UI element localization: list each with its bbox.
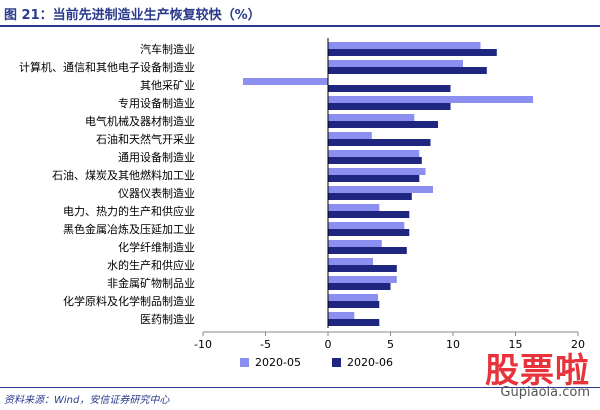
x-tick-label: 5 (387, 338, 394, 351)
bar-2020-05-12 (328, 258, 373, 265)
category-label: 仪器仪表制造业 (118, 186, 195, 200)
bar-2020-05-14 (328, 294, 378, 301)
bar-2020-05-0 (328, 42, 481, 49)
x-tick-label: 0 (325, 338, 332, 351)
watermark-text-en: Gupiaola.com (500, 385, 590, 400)
category-label: 电力、热力的生产和供应业 (63, 204, 195, 218)
bar-2020-06-2 (328, 85, 451, 92)
bar-2020-06-15 (328, 319, 380, 326)
source-note: 资料来源：Wind，安信证券研究中心 (4, 395, 170, 406)
category-label: 医药制造业 (140, 312, 195, 326)
x-tick-label: 15 (509, 338, 523, 351)
category-label: 石油、煤炭及其他燃料加工业 (52, 168, 195, 182)
footer-divider (0, 387, 600, 388)
category-label: 黑色金属冶炼及压延加工业 (63, 222, 195, 236)
bar-2020-06-7 (328, 175, 420, 182)
bar-2020-06-12 (328, 265, 397, 272)
bar-2020-06-14 (328, 301, 380, 308)
bar-2020-05-1 (328, 60, 463, 67)
category-label: 化学纤维制造业 (118, 240, 195, 254)
category-label: 非金属矿物制品业 (107, 276, 195, 290)
category-label: 电气机械及器材制造业 (85, 114, 195, 128)
bar-2020-06-4 (328, 121, 438, 128)
bar-2020-05-13 (328, 276, 397, 283)
category-label: 专用设备制造业 (118, 96, 195, 110)
category-label: 其他采矿业 (140, 79, 195, 92)
bar-2020-06-0 (328, 49, 497, 56)
bar-2020-05-2 (243, 78, 328, 85)
bar-2020-05-6 (328, 150, 420, 157)
figure-title: 图 21：当前先进制造业生产恢复较快（%） (4, 8, 261, 23)
bar-2020-05-5 (328, 132, 372, 139)
x-tick-label: -5 (260, 338, 271, 351)
watermark-text-cn: 股票啦 (485, 351, 590, 391)
bar-2020-06-6 (328, 157, 422, 164)
category-label: 汽车制造业 (140, 42, 195, 56)
bar-2020-05-3 (328, 96, 533, 103)
legend-label-2020-05: 2020-05 (255, 356, 301, 369)
x-tick-label: -10 (194, 338, 212, 351)
x-tick-label: 10 (446, 338, 460, 351)
category-label: 化学原料及化学制品制造业 (63, 294, 195, 308)
bar-2020-05-9 (328, 204, 380, 211)
figure-header: 图 21：当前先进制造业生产恢复较快（%） (0, 0, 600, 27)
legend-swatch-2020-06 (332, 358, 341, 367)
category-label: 水的生产和供应业 (107, 258, 195, 272)
bar-2020-05-7 (328, 168, 426, 175)
bar-2020-05-10 (328, 222, 405, 229)
legend-item-2020-05: 2020-05 (240, 356, 301, 369)
bar-2020-06-13 (328, 283, 391, 290)
header-divider (0, 25, 600, 27)
legend-item-2020-06: 2020-06 (332, 356, 393, 369)
bar-2020-06-3 (328, 103, 451, 110)
bar-2020-06-11 (328, 247, 407, 254)
bar-2020-05-15 (328, 312, 355, 319)
bar-2020-06-10 (328, 229, 410, 236)
bar-2020-06-9 (328, 211, 410, 218)
bar-2020-06-8 (328, 193, 412, 200)
category-label: 石油和天然气开采业 (96, 132, 195, 146)
bar-2020-06-5 (328, 139, 431, 146)
x-tick-label: 20 (571, 338, 585, 351)
legend-swatch-2020-05 (240, 358, 249, 367)
category-label: 计算机、通信和其他电子设备制造业 (19, 60, 195, 74)
bar-2020-06-1 (328, 67, 487, 74)
bar-chart: 汽车制造业计算机、通信和其他电子设备制造业其他采矿业专用设备制造业电气机械及器材… (19, 38, 585, 351)
chart-legend: 2020-05 2020-06 (0, 356, 600, 376)
bar-2020-05-11 (328, 240, 382, 247)
watermark-logo: 股票啦 Gupiaola.com (474, 343, 594, 407)
category-label: 通用设备制造业 (118, 150, 195, 164)
bar-2020-05-8 (328, 186, 433, 193)
legend-label-2020-06: 2020-06 (347, 356, 393, 369)
bar-2020-05-4 (328, 114, 415, 121)
